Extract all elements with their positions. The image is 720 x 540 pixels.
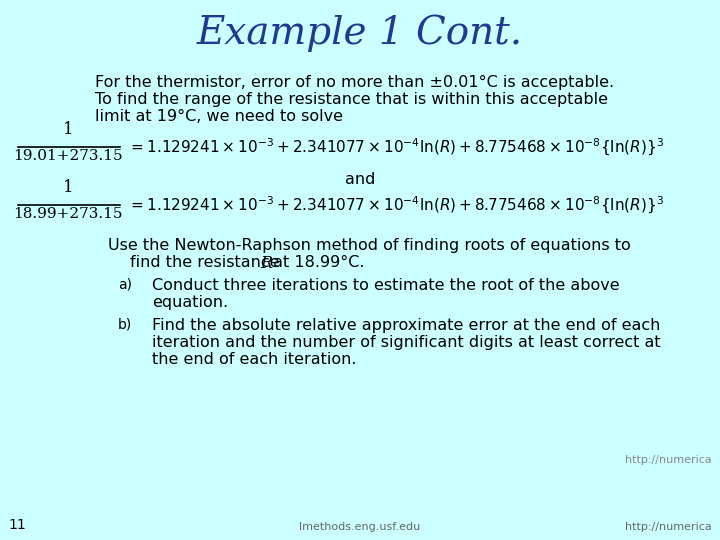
Text: equation.: equation. xyxy=(152,295,228,310)
Text: $=1.129241\times10^{-3}+2.341077\times10^{-4}\ln(R)+8.775468\times10^{-8}\left\{: $=1.129241\times10^{-3}+2.341077\times10… xyxy=(128,137,664,158)
Text: a): a) xyxy=(118,278,132,292)
Text: Conduct three iterations to estimate the root of the above: Conduct three iterations to estimate the… xyxy=(152,278,620,293)
Text: 19.01+273.15: 19.01+273.15 xyxy=(13,149,123,163)
Text: Example 1 Cont.: Example 1 Cont. xyxy=(197,15,523,52)
Text: For the thermistor, error of no more than ±0.01°C is acceptable.: For the thermistor, error of no more tha… xyxy=(95,75,614,90)
Text: 18.99+273.15: 18.99+273.15 xyxy=(13,207,122,221)
Text: Use the Newton-Raphson method of finding roots of equations to: Use the Newton-Raphson method of finding… xyxy=(108,238,631,253)
Text: iteration and the number of significant digits at least correct at: iteration and the number of significant … xyxy=(152,335,661,350)
Text: $=1.129241\times10^{-3}+2.341077\times10^{-4}\ln(R)+8.775468\times10^{-8}\left\{: $=1.129241\times10^{-3}+2.341077\times10… xyxy=(128,194,664,215)
Text: 11: 11 xyxy=(8,518,26,532)
Text: limit at 19°C, we need to solve: limit at 19°C, we need to solve xyxy=(95,109,343,124)
Text: lmethods.eng.usf.edu: lmethods.eng.usf.edu xyxy=(300,522,420,532)
Text: find the resistance: find the resistance xyxy=(130,255,284,270)
Text: b): b) xyxy=(118,318,132,332)
Text: 1: 1 xyxy=(63,179,73,196)
Text: http://numerica: http://numerica xyxy=(625,522,712,532)
Text: at 18.99°C.: at 18.99°C. xyxy=(268,255,364,270)
Text: http://numerica: http://numerica xyxy=(625,455,712,465)
Text: R: R xyxy=(260,255,272,272)
Text: and: and xyxy=(345,172,375,187)
Text: the end of each iteration.: the end of each iteration. xyxy=(152,352,356,367)
Text: Find the absolute relative approximate error at the end of each: Find the absolute relative approximate e… xyxy=(152,318,660,333)
Text: 1: 1 xyxy=(63,121,73,138)
Text: To find the range of the resistance that is within this acceptable: To find the range of the resistance that… xyxy=(95,92,608,107)
